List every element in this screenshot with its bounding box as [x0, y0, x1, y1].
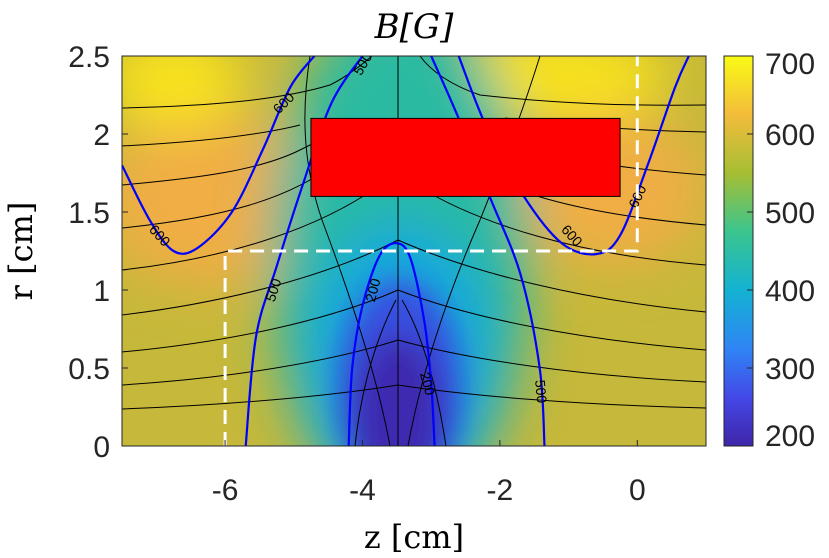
y-tick-label: 1.5 — [68, 197, 110, 230]
colorbar-tick-label: 700 — [765, 48, 815, 81]
field-line — [122, 124, 301, 147]
contour-label-group: 200 — [417, 370, 439, 397]
annotations — [223, 56, 639, 446]
colorbar-ticks: 200 300 400 500 600 700 — [747, 48, 815, 453]
contour-label: 200 — [417, 370, 439, 397]
contour-label: 500 — [532, 379, 550, 404]
x-tick-label: -4 — [349, 474, 376, 507]
y-axis-ticks: 0 0.5 1 1.5 2 2.5 — [68, 41, 128, 464]
x-tick-label: -6 — [212, 474, 239, 507]
boundary-dashed-line — [223, 56, 639, 446]
contour-line-600 — [122, 56, 316, 255]
colorbar-tick-label: 500 — [765, 197, 815, 230]
colorbar-gradient — [723, 55, 754, 447]
field-region-peak-left — [122, 56, 245, 130]
y-axis-label: r [cm] — [2, 202, 40, 301]
colorbar-tick-label: 200 — [765, 420, 815, 453]
field-line — [122, 139, 321, 186]
x-axis-label: z [cm] — [364, 518, 464, 556]
colorbar-tick-label: 400 — [765, 275, 815, 308]
field-line — [407, 56, 541, 446]
y-tick-label: 2 — [93, 119, 110, 152]
contour-label: 200 — [362, 276, 384, 303]
contour-line-500 — [430, 56, 546, 446]
x-tick-label: 0 — [629, 474, 646, 507]
plot-frame — [121, 55, 707, 447]
y-tick-label: 0.5 — [68, 353, 110, 386]
contour-label: 500 — [262, 276, 285, 303]
contour-line-200 — [347, 242, 436, 446]
contour-label-group: 500 — [532, 379, 550, 404]
contour-line-500 — [352, 56, 354, 57]
colorbar-tick-label: 300 — [765, 353, 815, 386]
x-tick-label: -2 — [487, 474, 514, 507]
contour-line-500 — [244, 56, 364, 446]
magnet-rectangle — [310, 117, 621, 197]
contour-label-group: 200 — [362, 276, 384, 303]
y-tick-label: 0 — [93, 431, 110, 464]
y-tick-label: 2.5 — [68, 41, 110, 74]
colorbar: 200 300 400 500 600 700 — [723, 48, 815, 453]
field-line — [401, 299, 447, 446]
field-line — [122, 56, 373, 109]
contour-label-group: 500 — [262, 276, 285, 303]
field-line — [354, 299, 397, 446]
y-tick-label: 1 — [93, 275, 110, 308]
colorbar-tick-label: 600 — [765, 119, 815, 152]
chart-title: B[G] — [374, 7, 454, 47]
field-line — [304, 56, 391, 446]
x-axis-ticks: -6 -4 -2 0 — [212, 440, 646, 507]
